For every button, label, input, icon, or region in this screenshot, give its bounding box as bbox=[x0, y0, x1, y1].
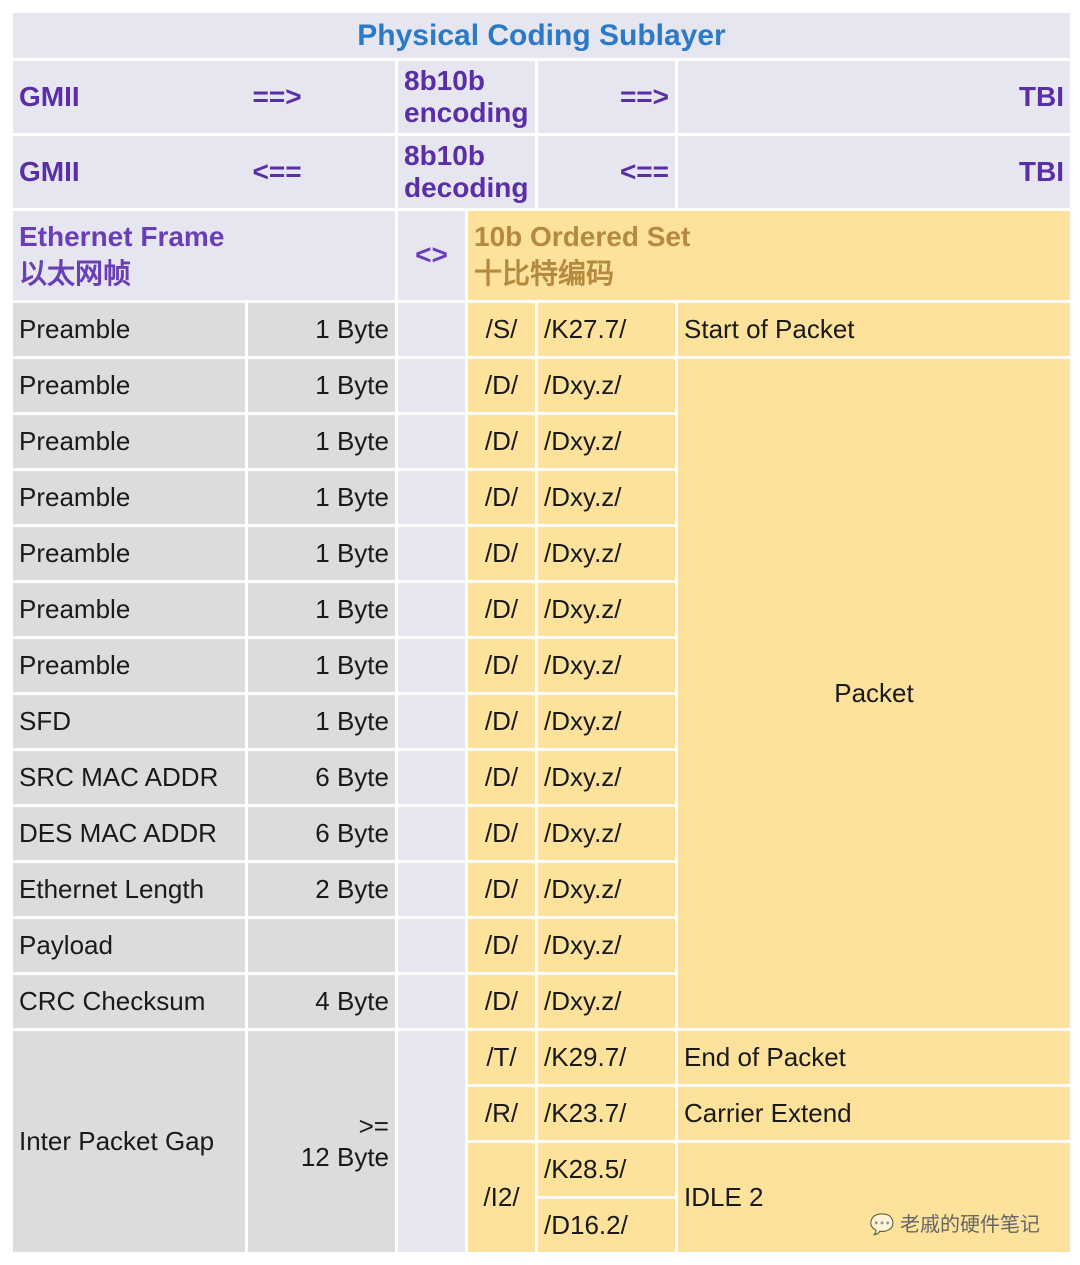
spacer-8 bbox=[397, 750, 467, 806]
flow-0: GMII bbox=[12, 60, 247, 135]
frame-bytes-12: 4 Byte bbox=[247, 974, 397, 1030]
sym-10: /D/ bbox=[467, 862, 537, 918]
section-left: Ethernet Frame以太网帧 bbox=[12, 210, 397, 302]
sym-5: /D/ bbox=[467, 582, 537, 638]
code-0: /K27.7/ bbox=[537, 302, 677, 358]
frame-name-4: Preamble bbox=[12, 526, 247, 582]
ipg-sym-1: /R/ bbox=[467, 1086, 537, 1142]
code-12: /Dxy.z/ bbox=[537, 974, 677, 1030]
code-9: /Dxy.z/ bbox=[537, 806, 677, 862]
ipg-sym-0: /T/ bbox=[467, 1030, 537, 1086]
spacer-10 bbox=[397, 862, 467, 918]
code-7: /Dxy.z/ bbox=[537, 694, 677, 750]
code-4: /Dxy.z/ bbox=[537, 526, 677, 582]
spacer-1 bbox=[397, 358, 467, 414]
flow-1: GMII bbox=[12, 135, 247, 210]
frame-name-5: Preamble bbox=[12, 582, 247, 638]
sym-9: /D/ bbox=[467, 806, 537, 862]
code-6: /Dxy.z/ bbox=[537, 638, 677, 694]
ipg-code-1: /K23.7/ bbox=[537, 1086, 677, 1142]
spacer-7 bbox=[397, 694, 467, 750]
code-2: /Dxy.z/ bbox=[537, 414, 677, 470]
frame-bytes-0: 1 Byte bbox=[247, 302, 397, 358]
frame-bytes-8: 6 Byte bbox=[247, 750, 397, 806]
frame-name-3: Preamble bbox=[12, 470, 247, 526]
frame-name-8: SRC MAC ADDR bbox=[12, 750, 247, 806]
frame-name-0: Preamble bbox=[12, 302, 247, 358]
ipg-code-0: /K29.7/ bbox=[537, 1030, 677, 1086]
frame-name-12: CRC Checksum bbox=[12, 974, 247, 1030]
frame-bytes-7: 1 Byte bbox=[247, 694, 397, 750]
ipg-sym-2: /I2/ bbox=[467, 1142, 537, 1254]
spacer-5 bbox=[397, 582, 467, 638]
frame-bytes-10: 2 Byte bbox=[247, 862, 397, 918]
frame-name-11: Payload bbox=[12, 918, 247, 974]
frame-bytes-5: 1 Byte bbox=[247, 582, 397, 638]
frame-bytes-3: 1 Byte bbox=[247, 470, 397, 526]
frame-bytes-9: 6 Byte bbox=[247, 806, 397, 862]
code-11: /Dxy.z/ bbox=[537, 918, 677, 974]
frame-name-10: Ethernet Length bbox=[12, 862, 247, 918]
ipg-desc-2: IDLE 2 bbox=[677, 1142, 1072, 1254]
sym-11: /D/ bbox=[467, 918, 537, 974]
sym-0: /S/ bbox=[467, 302, 537, 358]
flow-0: ==> bbox=[537, 60, 677, 135]
flow-0: ==> bbox=[247, 60, 397, 135]
sym-8: /D/ bbox=[467, 750, 537, 806]
flow-0: TBI bbox=[677, 60, 1072, 135]
flow-1: 8b10b decoding bbox=[397, 135, 537, 210]
ipg-code-3: /D16.2/ bbox=[537, 1198, 677, 1254]
ipg-desc-1: Carrier Extend bbox=[677, 1086, 1072, 1142]
frame-name-9: DES MAC ADDR bbox=[12, 806, 247, 862]
ipg-name: Inter Packet Gap bbox=[12, 1030, 247, 1254]
sym-6: /D/ bbox=[467, 638, 537, 694]
flow-1: <== bbox=[537, 135, 677, 210]
sym-1: /D/ bbox=[467, 358, 537, 414]
spacer-2 bbox=[397, 414, 467, 470]
frame-bytes-2: 1 Byte bbox=[247, 414, 397, 470]
frame-bytes-11 bbox=[247, 918, 397, 974]
flow-1: TBI bbox=[677, 135, 1072, 210]
spacer-4 bbox=[397, 526, 467, 582]
flow-0: 8b10b encoding bbox=[397, 60, 537, 135]
sym-12: /D/ bbox=[467, 974, 537, 1030]
frame-name-2: Preamble bbox=[12, 414, 247, 470]
section-mid: <> bbox=[397, 210, 467, 302]
section-right: 10b Ordered Set十比特编码 bbox=[467, 210, 1072, 302]
ipg-bytes: >=12 Byte bbox=[247, 1030, 397, 1254]
spacer-3 bbox=[397, 470, 467, 526]
frame-name-7: SFD bbox=[12, 694, 247, 750]
sym-4: /D/ bbox=[467, 526, 537, 582]
spacer-11 bbox=[397, 918, 467, 974]
frame-name-1: Preamble bbox=[12, 358, 247, 414]
flow-1: <== bbox=[247, 135, 397, 210]
ipg-desc-0: End of Packet bbox=[677, 1030, 1072, 1086]
frame-bytes-1: 1 Byte bbox=[247, 358, 397, 414]
desc-0: Start of Packet bbox=[677, 302, 1072, 358]
spacer-9 bbox=[397, 806, 467, 862]
frame-bytes-4: 1 Byte bbox=[247, 526, 397, 582]
ipg-spacer bbox=[397, 1030, 467, 1254]
code-5: /Dxy.z/ bbox=[537, 582, 677, 638]
code-8: /Dxy.z/ bbox=[537, 750, 677, 806]
sym-2: /D/ bbox=[467, 414, 537, 470]
frame-name-6: Preamble bbox=[12, 638, 247, 694]
code-3: /Dxy.z/ bbox=[537, 470, 677, 526]
pcs-table: Physical Coding SublayerGMII==>8b10b enc… bbox=[10, 10, 1073, 1255]
sym-3: /D/ bbox=[467, 470, 537, 526]
desc-1: Packet bbox=[677, 358, 1072, 1030]
spacer-12 bbox=[397, 974, 467, 1030]
code-10: /Dxy.z/ bbox=[537, 862, 677, 918]
ipg-code-2: /K28.5/ bbox=[537, 1142, 677, 1198]
frame-bytes-6: 1 Byte bbox=[247, 638, 397, 694]
sym-7: /D/ bbox=[467, 694, 537, 750]
spacer-0 bbox=[397, 302, 467, 358]
spacer-6 bbox=[397, 638, 467, 694]
code-1: /Dxy.z/ bbox=[537, 358, 677, 414]
title: Physical Coding Sublayer bbox=[12, 12, 1072, 60]
